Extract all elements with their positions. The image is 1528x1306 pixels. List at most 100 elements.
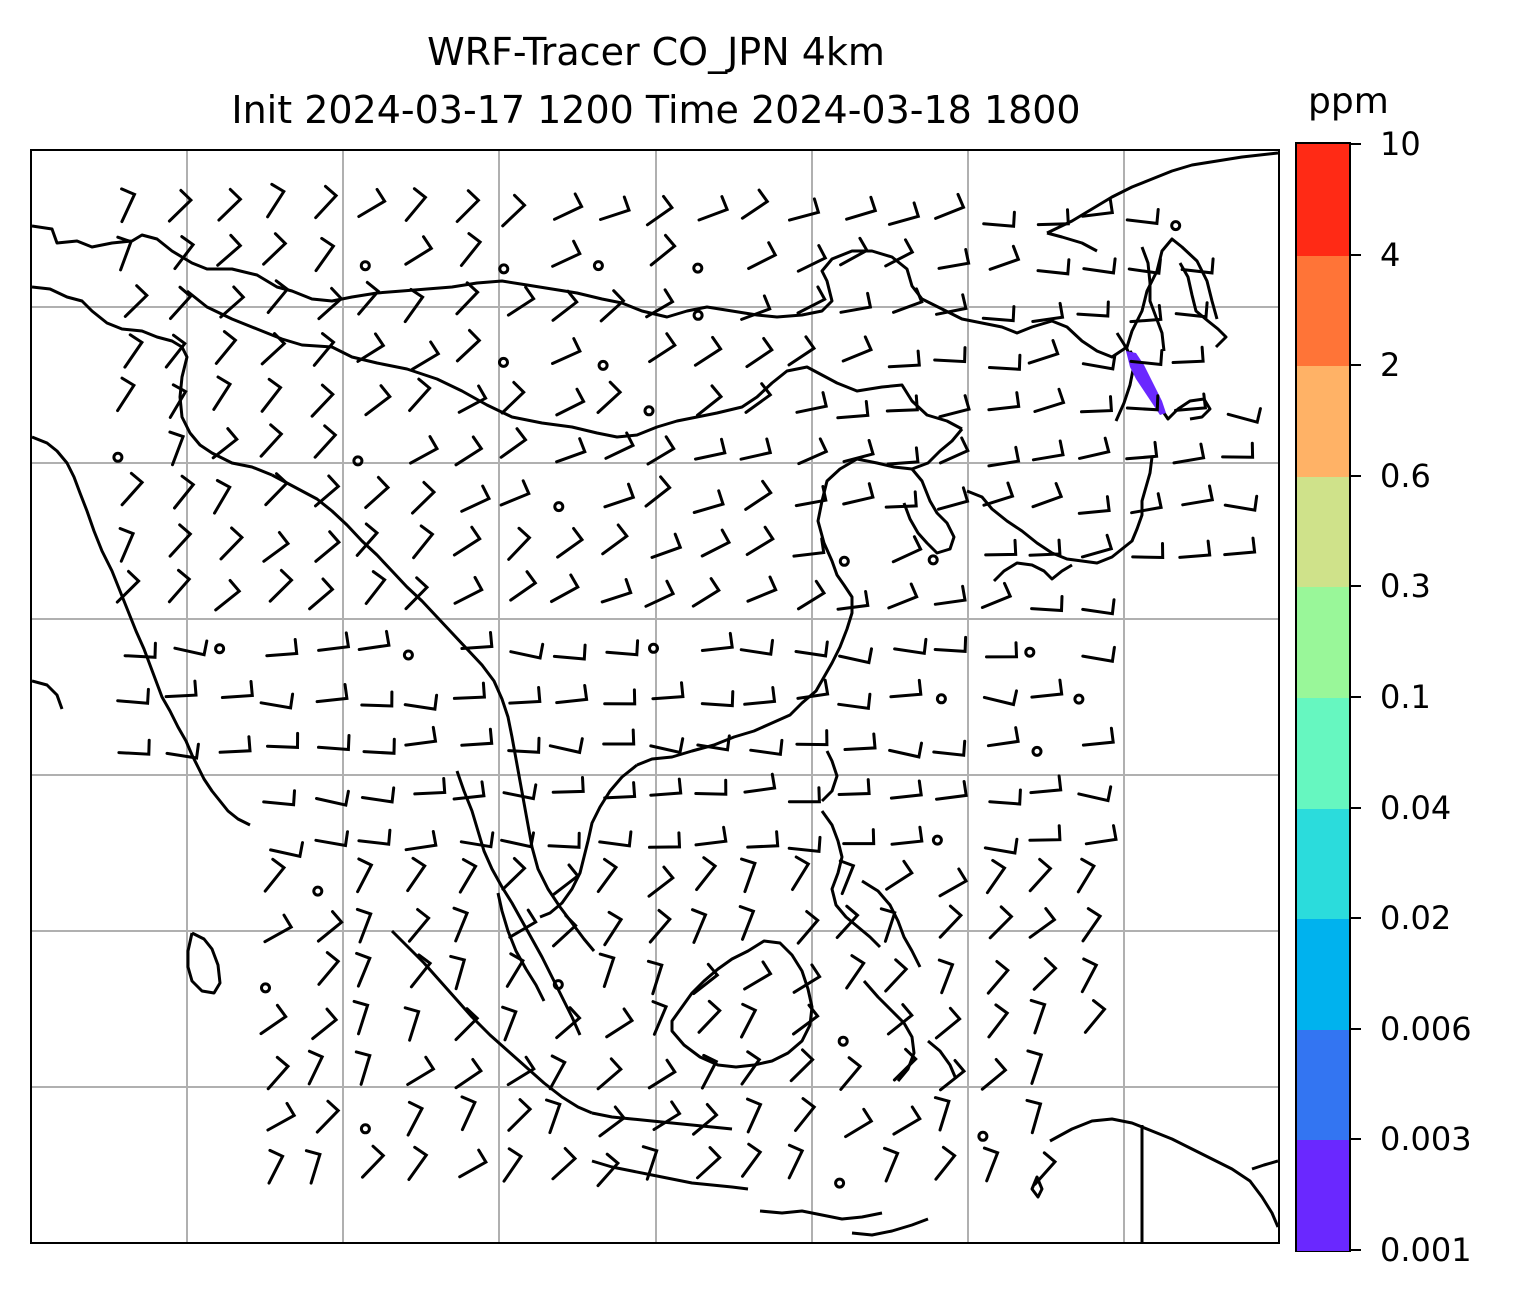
colorbar-block [1297,254,1349,367]
colorbar-tick [1351,253,1361,256]
wind-barb [123,641,157,659]
wind-barb [1081,598,1116,616]
wind-barb [259,692,295,710]
wind-barb [552,863,580,896]
wind-barb [364,384,392,417]
wind-barb [695,856,718,892]
wind-barb [985,641,1019,659]
wind-barb [891,535,923,564]
wind-barb [1028,907,1057,939]
wind-barb [1036,258,1071,276]
wind-barb [116,687,150,705]
wind-barb [887,349,921,369]
wind-barb [889,678,923,699]
wind-barb [884,958,909,993]
wind-barb [889,779,923,800]
wind-barb [985,858,1007,895]
wind-barb [648,908,672,944]
wind-barb [741,1142,763,1178]
wind-barb [1030,595,1064,613]
wind-barb [740,188,770,220]
colorbar-tick [1351,806,1361,809]
wind-barb [605,1007,635,1039]
wind-barb [449,954,467,991]
wind-barb [794,640,829,658]
wind-barb [650,532,683,559]
wind-barb [259,1003,288,1036]
colorbar-tick-label: 0.1 [1380,678,1431,716]
wind-barb [596,380,623,414]
colorbar-tick [1351,143,1361,145]
wind-barb [1127,257,1162,275]
wind-barb [357,187,387,218]
wind-barb [455,281,480,316]
wind-barb [211,427,239,460]
wind-barb [1130,492,1163,515]
wind-barb [547,831,581,849]
wind-barb [551,1147,578,1181]
wind-barb [555,1006,582,1040]
wind-barb [795,729,829,747]
wind-barb [1223,494,1259,512]
wind-barb [1125,208,1160,226]
calm-wind-marker [692,262,704,274]
wind-barb [264,472,289,507]
colorbar-block [1297,918,1349,1030]
wind-barb [700,690,735,708]
calm-wind-marker [260,982,271,994]
wind-barb [314,830,349,848]
wind-barb [982,210,1016,228]
colorbar [1295,142,1351,1252]
wind-barb [892,1047,918,1082]
wind-barb [551,776,585,794]
wind-barb [598,1105,627,1138]
wind-barb [1029,774,1063,795]
wind-barb [694,778,728,796]
wind-barb [551,239,582,268]
wind-barb [1031,482,1064,509]
calm-wind-marker [214,643,226,655]
wind-barb [649,777,683,797]
calm-wind-marker [352,455,364,467]
wind-barb [697,195,730,222]
wind-barb [747,241,778,270]
wind-barb [508,686,542,705]
wind-barb [797,579,827,611]
wind-barb [1080,395,1113,414]
wind-barb [888,741,923,759]
wind-barb [885,859,914,891]
wind-barb [700,631,734,652]
wind-barb [355,907,373,944]
calm-wind-marker [931,834,943,846]
wind-barb [743,960,773,991]
wind-barb [314,474,341,508]
calm-wind-marker [592,260,604,272]
wind-barb [1028,857,1053,893]
colorbar-block [1297,586,1349,698]
wind-barb [697,999,722,1034]
colorbar-tick-label: 0.6 [1380,456,1431,495]
wind-barb [315,1099,341,1134]
wind-barb [938,394,971,419]
wind-barb [1077,785,1113,803]
wind-barb [740,294,772,321]
colorbar-tick-label: 10 [1380,125,1421,163]
wind-barb [551,337,582,365]
wind-barb [550,573,580,603]
wind-barb [892,287,924,314]
wind-barb [988,788,1022,806]
wind-barb [602,728,636,746]
wind-barb [987,1003,1010,1039]
wind-barb [837,692,872,710]
wind-barb [892,1105,922,1136]
colorbar-block [1297,1139,1349,1251]
wind-barb [452,906,470,943]
wind-barb [551,289,579,322]
wind-barb [316,910,344,943]
wind-barb [792,963,822,994]
wind-barb [269,841,304,859]
wind-barb [598,830,633,848]
wind-barb [499,427,528,459]
colorbar-tick-label: 0.006 [1380,1009,1472,1048]
wind-barb [1029,998,1047,1035]
